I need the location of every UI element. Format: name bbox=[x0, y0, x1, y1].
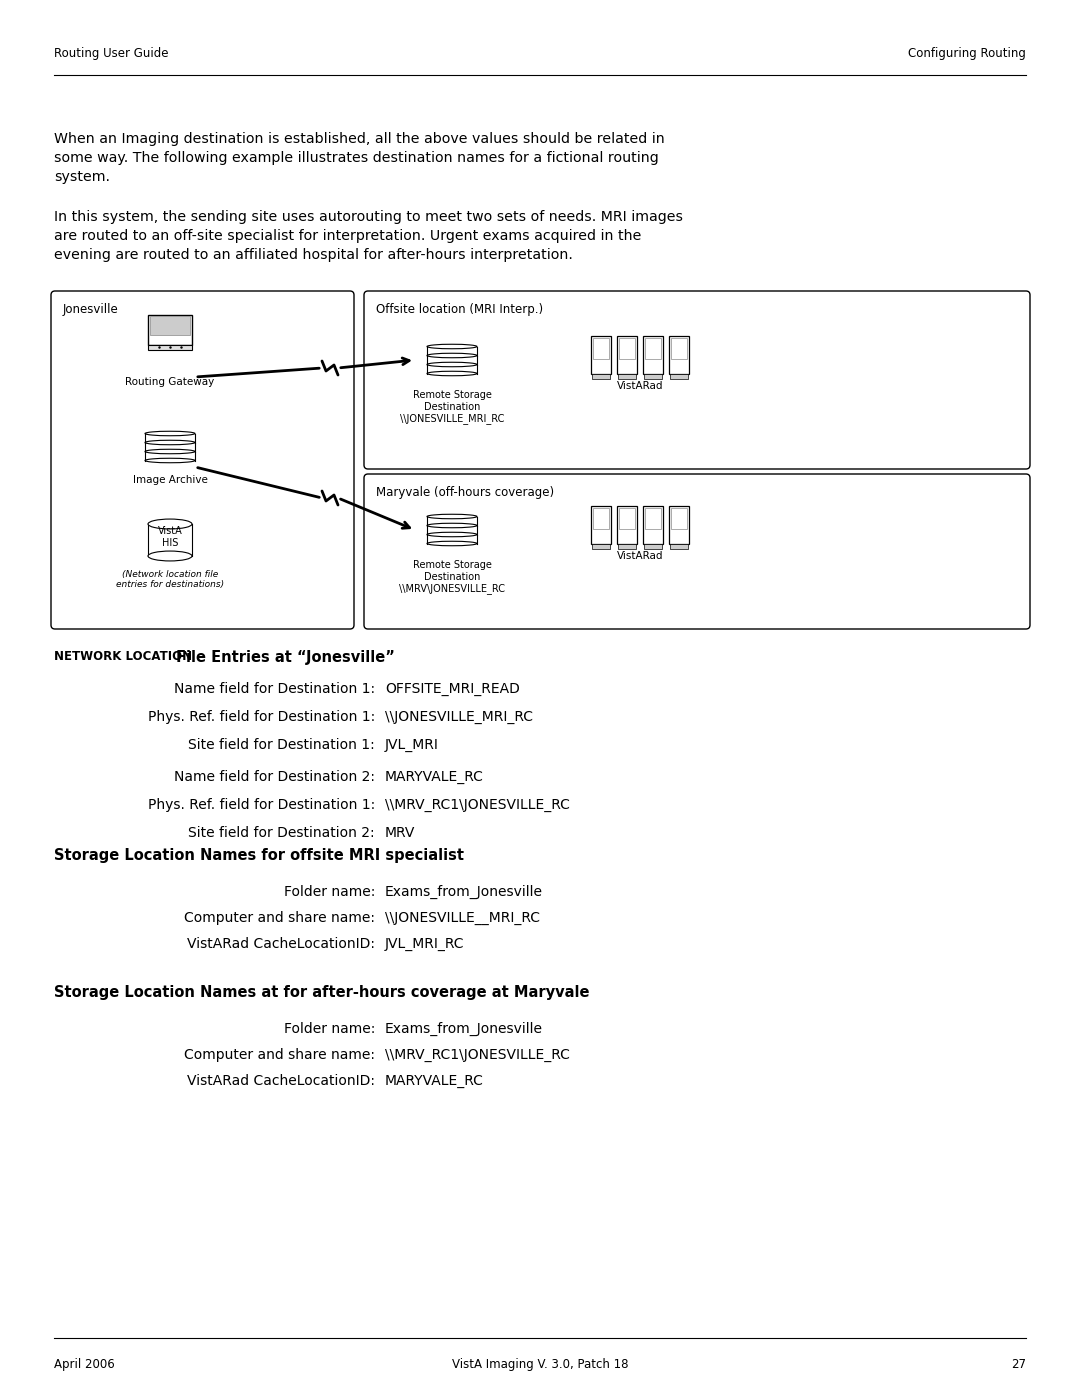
Text: Folder name:: Folder name: bbox=[284, 1023, 375, 1037]
Text: VistARad CacheLocationID:: VistARad CacheLocationID: bbox=[187, 1074, 375, 1088]
Polygon shape bbox=[145, 433, 195, 461]
Text: \\JONESVILLE_MRI_RC: \\JONESVILLE_MRI_RC bbox=[384, 710, 534, 724]
FancyBboxPatch shape bbox=[670, 374, 688, 379]
FancyBboxPatch shape bbox=[619, 338, 635, 359]
Text: NETWORK LOCATION: NETWORK LOCATION bbox=[54, 650, 192, 664]
Text: Jonesville: Jonesville bbox=[63, 303, 119, 316]
Text: Storage Location Names at for after-hours coverage at Maryvale: Storage Location Names at for after-hour… bbox=[54, 985, 590, 1000]
FancyBboxPatch shape bbox=[618, 374, 636, 379]
Polygon shape bbox=[148, 524, 192, 556]
FancyBboxPatch shape bbox=[591, 337, 611, 374]
FancyBboxPatch shape bbox=[669, 337, 689, 374]
Text: evening are routed to an affiliated hospital for after-hours interpretation.: evening are routed to an affiliated hosp… bbox=[54, 249, 572, 263]
Text: VistA Imaging V. 3.0, Patch 18: VistA Imaging V. 3.0, Patch 18 bbox=[451, 1358, 629, 1370]
FancyBboxPatch shape bbox=[669, 506, 689, 543]
FancyBboxPatch shape bbox=[617, 337, 637, 374]
Text: April 2006: April 2006 bbox=[54, 1358, 114, 1370]
FancyBboxPatch shape bbox=[592, 374, 610, 379]
Text: are routed to an off-site specialist for interpretation. Urgent exams acquired i: are routed to an off-site specialist for… bbox=[54, 229, 642, 243]
Polygon shape bbox=[427, 346, 477, 373]
Text: VistARad CacheLocationID:: VistARad CacheLocationID: bbox=[187, 937, 375, 951]
Text: Name field for Destination 2:: Name field for Destination 2: bbox=[174, 770, 375, 784]
Text: (Network location file
entries for destinations): (Network location file entries for desti… bbox=[116, 570, 224, 590]
FancyBboxPatch shape bbox=[644, 543, 662, 549]
Ellipse shape bbox=[427, 344, 477, 349]
FancyBboxPatch shape bbox=[591, 506, 611, 543]
FancyBboxPatch shape bbox=[645, 509, 661, 529]
Ellipse shape bbox=[427, 541, 477, 546]
Text: Offsite location (MRI Interp.): Offsite location (MRI Interp.) bbox=[376, 303, 543, 316]
Text: VistA
HIS: VistA HIS bbox=[158, 527, 183, 548]
Text: \\JONESVILLE__MRI_RC: \\JONESVILLE__MRI_RC bbox=[384, 911, 540, 925]
FancyBboxPatch shape bbox=[364, 291, 1030, 469]
Text: Phys. Ref. field for Destination 1:: Phys. Ref. field for Destination 1: bbox=[148, 710, 375, 724]
Text: Exams_from_Jonesville: Exams_from_Jonesville bbox=[384, 1023, 543, 1037]
Text: OFFSITE_MRI_READ: OFFSITE_MRI_READ bbox=[384, 682, 519, 696]
FancyBboxPatch shape bbox=[593, 509, 609, 529]
Ellipse shape bbox=[145, 450, 195, 454]
Ellipse shape bbox=[427, 353, 477, 358]
Text: Computer and share name:: Computer and share name: bbox=[184, 1048, 375, 1062]
FancyBboxPatch shape bbox=[645, 338, 661, 359]
Text: system.: system. bbox=[54, 170, 110, 184]
FancyBboxPatch shape bbox=[670, 543, 688, 549]
Text: \\MRV_RC1\JONESVILLE_RC: \\MRV_RC1\JONESVILLE_RC bbox=[384, 1048, 570, 1062]
FancyBboxPatch shape bbox=[592, 543, 610, 549]
Text: JVL_MRI_RC: JVL_MRI_RC bbox=[384, 937, 464, 951]
Ellipse shape bbox=[148, 520, 192, 529]
FancyBboxPatch shape bbox=[617, 506, 637, 543]
FancyBboxPatch shape bbox=[618, 543, 636, 549]
Text: JVL_MRI: JVL_MRI bbox=[384, 738, 438, 752]
FancyBboxPatch shape bbox=[671, 338, 687, 359]
Ellipse shape bbox=[148, 550, 192, 562]
Text: Routing Gateway: Routing Gateway bbox=[125, 377, 215, 387]
Text: VistARad: VistARad bbox=[617, 381, 663, 391]
Ellipse shape bbox=[145, 440, 195, 444]
Ellipse shape bbox=[427, 532, 477, 536]
FancyBboxPatch shape bbox=[671, 509, 687, 529]
Text: MARYVALE_RC: MARYVALE_RC bbox=[384, 770, 484, 784]
Text: Site field for Destination 1:: Site field for Destination 1: bbox=[188, 738, 375, 752]
Ellipse shape bbox=[427, 514, 477, 518]
FancyBboxPatch shape bbox=[593, 338, 609, 359]
Text: VistARad: VistARad bbox=[617, 550, 663, 562]
Text: 27: 27 bbox=[1011, 1358, 1026, 1370]
Text: Site field for Destination 2:: Site field for Destination 2: bbox=[188, 826, 375, 840]
FancyBboxPatch shape bbox=[148, 345, 192, 349]
Text: Remote Storage
Destination
\\MRV\JONESVILLE_RC: Remote Storage Destination \\MRV\JONESVI… bbox=[399, 560, 505, 594]
Text: Name field for Destination 1:: Name field for Destination 1: bbox=[174, 682, 375, 696]
FancyBboxPatch shape bbox=[150, 316, 190, 335]
FancyBboxPatch shape bbox=[643, 337, 663, 374]
Text: MRV: MRV bbox=[384, 826, 416, 840]
FancyBboxPatch shape bbox=[148, 314, 192, 345]
Ellipse shape bbox=[427, 372, 477, 376]
FancyBboxPatch shape bbox=[364, 474, 1030, 629]
FancyBboxPatch shape bbox=[51, 291, 354, 629]
Text: Phys. Ref. field for Destination 1:: Phys. Ref. field for Destination 1: bbox=[148, 798, 375, 812]
Ellipse shape bbox=[427, 524, 477, 528]
Text: Remote Storage
Destination
\\JONESVILLE_MRI_RC: Remote Storage Destination \\JONESVILLE_… bbox=[400, 390, 504, 425]
FancyBboxPatch shape bbox=[619, 509, 635, 529]
Ellipse shape bbox=[427, 362, 477, 367]
Text: Exams_from_Jonesville: Exams_from_Jonesville bbox=[384, 886, 543, 900]
Text: \\MRV_RC1\JONESVILLE_RC: \\MRV_RC1\JONESVILLE_RC bbox=[384, 798, 570, 812]
Ellipse shape bbox=[145, 458, 195, 462]
Text: Configuring Routing: Configuring Routing bbox=[908, 47, 1026, 60]
Polygon shape bbox=[427, 517, 477, 543]
Text: Maryvale (off-hours coverage): Maryvale (off-hours coverage) bbox=[376, 486, 554, 499]
Text: Computer and share name:: Computer and share name: bbox=[184, 911, 375, 925]
Text: some way. The following example illustrates destination names for a fictional ro: some way. The following example illustra… bbox=[54, 151, 659, 165]
Ellipse shape bbox=[145, 432, 195, 436]
FancyBboxPatch shape bbox=[643, 506, 663, 543]
Text: Routing User Guide: Routing User Guide bbox=[54, 47, 168, 60]
Text: Folder name:: Folder name: bbox=[284, 886, 375, 900]
FancyBboxPatch shape bbox=[644, 374, 662, 379]
Text: MARYVALE_RC: MARYVALE_RC bbox=[384, 1074, 484, 1088]
Text: Image Archive: Image Archive bbox=[133, 475, 207, 485]
Text: File Entries at “Jonesville”: File Entries at “Jonesville” bbox=[176, 650, 395, 665]
Text: Storage Location Names for offsite MRI specialist: Storage Location Names for offsite MRI s… bbox=[54, 848, 464, 863]
Text: In this system, the sending site uses autorouting to meet two sets of needs. MRI: In this system, the sending site uses au… bbox=[54, 210, 683, 224]
Text: When an Imaging destination is established, all the above values should be relat: When an Imaging destination is establish… bbox=[54, 131, 665, 147]
